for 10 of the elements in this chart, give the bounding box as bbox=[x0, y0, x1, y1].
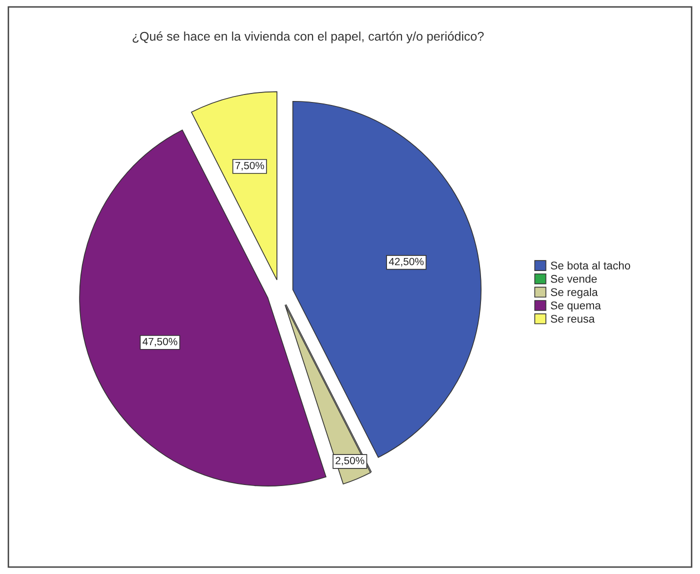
legend-label: Se vende bbox=[550, 274, 597, 283]
data-label: 2,50% bbox=[336, 456, 364, 466]
data-label: 7,50% bbox=[235, 162, 264, 170]
legend-label: Se reusa bbox=[550, 314, 595, 323]
legend-label: Se quema bbox=[550, 302, 601, 312]
data-label: 42,50% bbox=[388, 258, 424, 266]
chart-title: ¿Qué se hace en la vivienda con el papel, cartón y/o periódico? bbox=[132, 31, 484, 44]
legend-label: Se bota al tacho bbox=[550, 261, 630, 270]
legend-label: Se regala bbox=[550, 288, 598, 298]
data-label: 47,50% bbox=[142, 338, 178, 346]
